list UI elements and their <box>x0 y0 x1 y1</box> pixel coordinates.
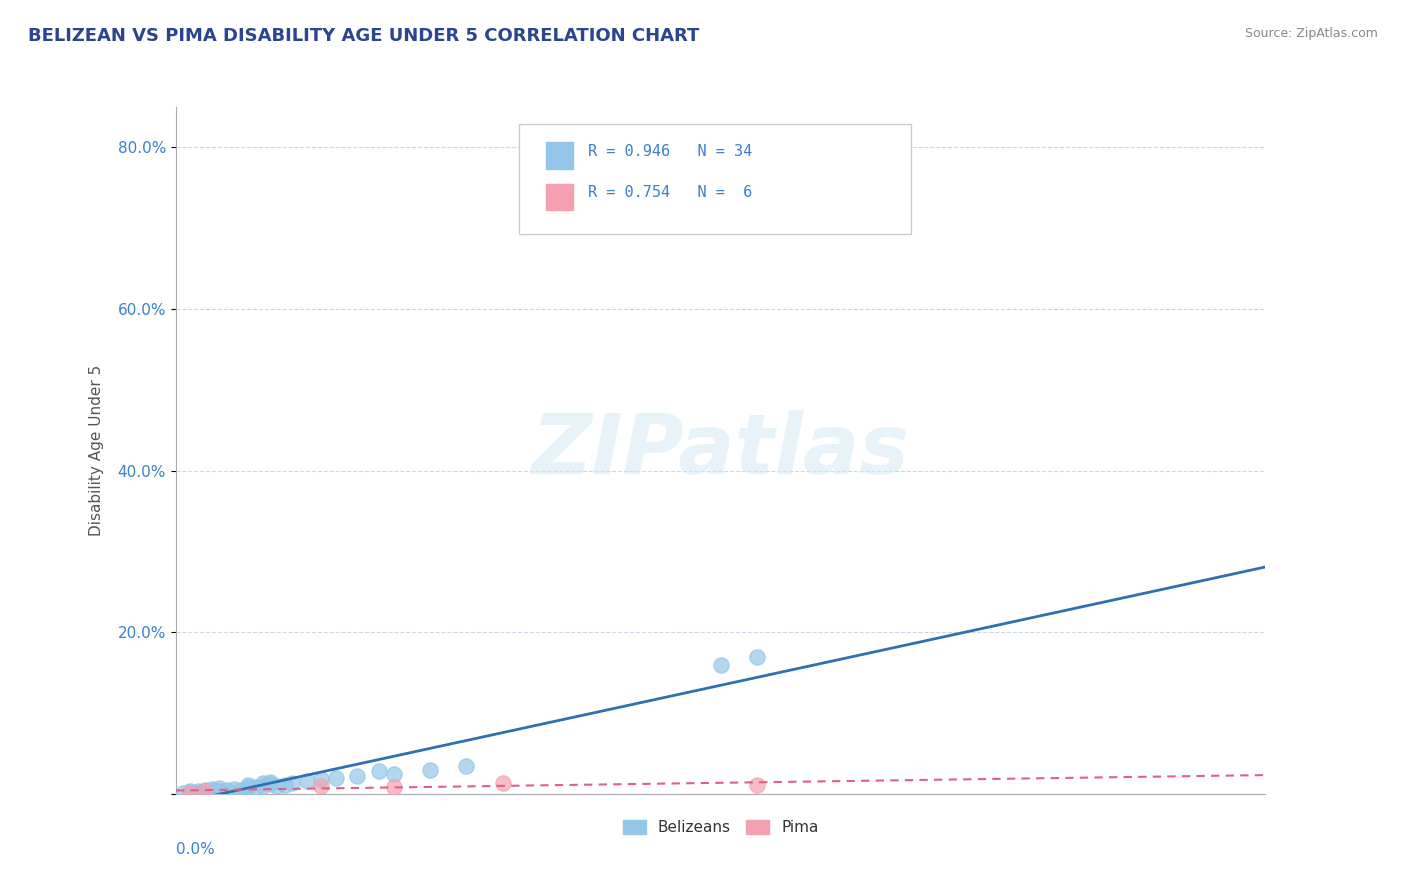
Point <box>194 784 217 798</box>
Point <box>382 766 405 780</box>
Point <box>745 778 768 792</box>
Point <box>222 782 245 797</box>
Point <box>179 784 201 798</box>
Point <box>281 775 304 789</box>
Point <box>215 782 238 797</box>
Point <box>245 780 267 794</box>
Point <box>208 781 231 796</box>
Point <box>238 780 260 795</box>
Point <box>179 786 201 800</box>
Point <box>745 649 768 664</box>
Point <box>419 763 441 777</box>
Point <box>346 769 368 783</box>
Point <box>194 782 217 797</box>
Text: R = 0.754   N =  6: R = 0.754 N = 6 <box>588 186 752 201</box>
Text: BELIZEAN VS PIMA DISABILITY AGE UNDER 5 CORRELATION CHART: BELIZEAN VS PIMA DISABILITY AGE UNDER 5 … <box>28 27 700 45</box>
Legend: Belizeans, Pima: Belizeans, Pima <box>616 814 825 841</box>
Point <box>208 783 231 797</box>
Point <box>382 780 405 794</box>
Point <box>201 784 224 798</box>
Point <box>186 783 209 797</box>
Text: ZIPatlas: ZIPatlas <box>531 410 910 491</box>
Point <box>295 774 318 789</box>
Point <box>710 657 733 672</box>
Point <box>172 786 194 800</box>
Point <box>231 782 253 797</box>
Point <box>368 764 391 779</box>
Point <box>492 775 515 789</box>
Point <box>259 774 281 789</box>
Bar <box>546 184 574 211</box>
Point <box>309 772 332 787</box>
Point <box>259 777 281 791</box>
Point <box>309 779 332 793</box>
Point <box>179 785 201 799</box>
Point <box>186 786 209 800</box>
Text: Source: ZipAtlas.com: Source: ZipAtlas.com <box>1244 27 1378 40</box>
Point <box>456 758 478 772</box>
Point <box>201 782 224 797</box>
FancyBboxPatch shape <box>519 124 911 234</box>
Point <box>325 771 347 785</box>
Text: R = 0.946   N = 34: R = 0.946 N = 34 <box>588 145 752 159</box>
Point <box>252 779 274 793</box>
Bar <box>546 143 574 169</box>
Point <box>238 778 260 792</box>
Y-axis label: Disability Age Under 5: Disability Age Under 5 <box>89 365 104 536</box>
Point <box>266 779 288 793</box>
Point <box>252 776 274 790</box>
Point <box>274 778 297 792</box>
Text: 0.0%: 0.0% <box>176 842 215 857</box>
Point <box>194 785 217 799</box>
